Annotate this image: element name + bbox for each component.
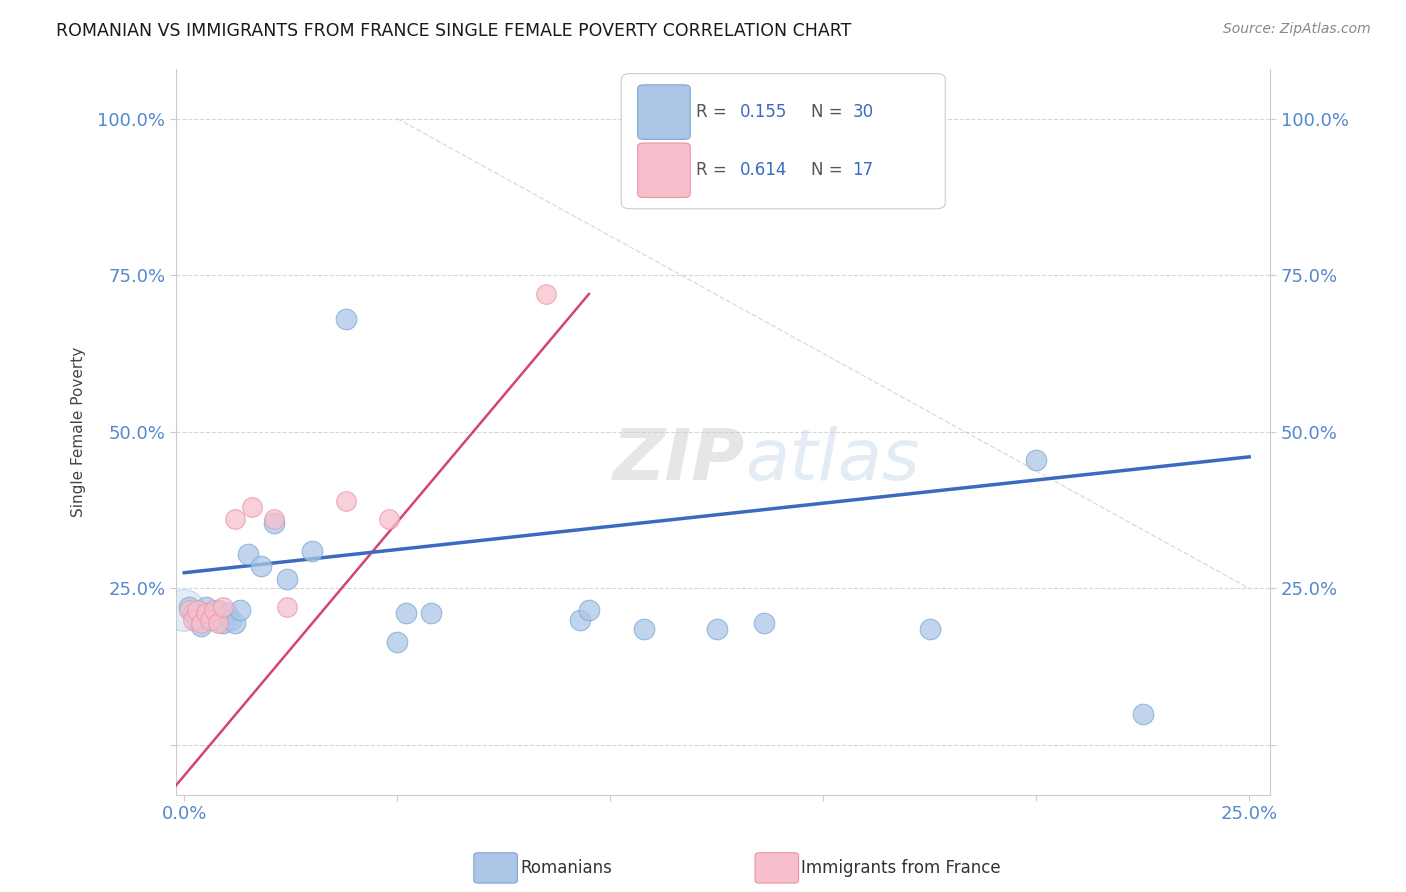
Text: Immigrants from France: Immigrants from France	[801, 859, 1001, 877]
Point	[181, 607, 204, 621]
Point	[207, 603, 229, 617]
Point	[276, 600, 298, 615]
Text: N =: N =	[811, 161, 848, 179]
Point	[536, 287, 558, 301]
Point	[224, 512, 246, 526]
Point	[211, 615, 233, 630]
Point	[1025, 453, 1047, 467]
Text: atlas: atlas	[745, 426, 920, 495]
Point	[1132, 706, 1154, 721]
Point	[186, 613, 208, 627]
Text: R =: R =	[696, 103, 731, 121]
Point	[202, 613, 225, 627]
Text: ZIP: ZIP	[613, 426, 745, 495]
Point	[198, 607, 221, 621]
Y-axis label: Single Female Poverty: Single Female Poverty	[72, 347, 86, 517]
Point	[207, 615, 229, 630]
Point	[263, 512, 285, 526]
Point	[918, 622, 941, 636]
Point	[578, 603, 600, 617]
Point	[377, 512, 399, 526]
Point	[194, 607, 217, 621]
Text: R =: R =	[696, 161, 731, 179]
FancyBboxPatch shape	[621, 74, 945, 209]
Point	[202, 603, 225, 617]
Point	[335, 312, 357, 326]
Text: Source: ZipAtlas.com: Source: ZipAtlas.com	[1223, 22, 1371, 37]
Point	[224, 615, 246, 630]
Point	[263, 516, 285, 530]
Text: 0.155: 0.155	[740, 103, 787, 121]
Point	[633, 622, 655, 636]
Point	[194, 600, 217, 615]
Text: Romanians: Romanians	[520, 859, 612, 877]
Point	[215, 607, 238, 621]
Point	[186, 603, 208, 617]
Point	[420, 607, 443, 621]
Point	[219, 613, 242, 627]
Point	[181, 613, 204, 627]
Point	[752, 615, 775, 630]
Point	[177, 600, 200, 615]
Point	[238, 547, 260, 561]
Point	[301, 543, 323, 558]
Point	[335, 493, 357, 508]
Text: ROMANIAN VS IMMIGRANTS FROM FRANCE SINGLE FEMALE POVERTY CORRELATION CHART: ROMANIAN VS IMMIGRANTS FROM FRANCE SINGL…	[56, 22, 852, 40]
Point	[228, 603, 250, 617]
Point	[276, 572, 298, 586]
Point	[177, 603, 200, 617]
FancyBboxPatch shape	[638, 85, 690, 139]
Point	[706, 622, 728, 636]
Point	[190, 615, 212, 630]
Point	[387, 634, 409, 648]
Point	[569, 613, 592, 627]
Text: 0.614: 0.614	[740, 161, 787, 179]
Point	[198, 613, 221, 627]
Point	[395, 607, 418, 621]
Text: 17: 17	[852, 161, 873, 179]
Point	[173, 603, 195, 617]
FancyBboxPatch shape	[638, 143, 690, 197]
Point	[250, 559, 273, 574]
Text: N =: N =	[811, 103, 848, 121]
Point	[685, 130, 707, 145]
Point	[190, 619, 212, 633]
Text: 30: 30	[852, 103, 873, 121]
Point	[242, 500, 264, 514]
Point	[211, 600, 233, 615]
